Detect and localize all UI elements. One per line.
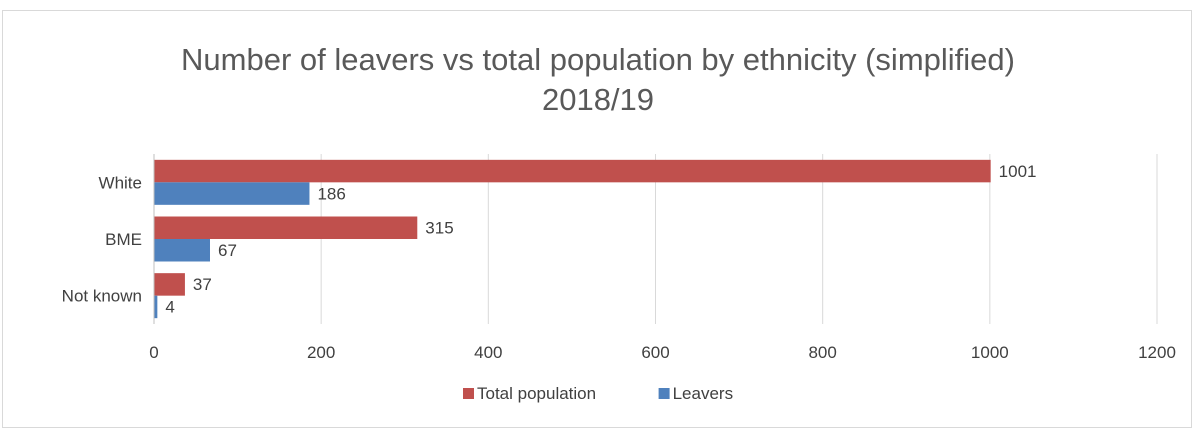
bar-total-population xyxy=(154,273,185,296)
category-label: Not known xyxy=(62,287,142,306)
legend-label: Leavers xyxy=(673,384,733,403)
chart-title-line-2: 2018/19 xyxy=(542,82,654,117)
data-label: 186 xyxy=(317,184,345,203)
axis-group: 0 200 400 600 800 1000 1200 White BME Not known xyxy=(62,154,1176,362)
category-label: BME xyxy=(105,230,142,249)
x-tick-label: 0 xyxy=(149,343,158,362)
data-label: 1001 xyxy=(999,162,1037,181)
legend-swatch xyxy=(658,388,670,399)
chart-title-line-1: Number of leavers vs total population by… xyxy=(181,42,1015,77)
bar-leavers xyxy=(154,295,158,319)
bar-leavers xyxy=(154,239,211,262)
legend: Total population Leavers xyxy=(463,384,733,403)
legend-swatch xyxy=(463,388,474,399)
bar-leavers xyxy=(154,182,310,205)
x-tick-label: 200 xyxy=(307,343,335,362)
data-label: 315 xyxy=(425,219,453,238)
data-label: 67 xyxy=(218,241,237,260)
bars-group: 1001 186 315 67 37 4 xyxy=(154,159,1037,319)
data-label: 37 xyxy=(193,275,212,294)
x-tick-label: 1200 xyxy=(1138,343,1176,362)
x-tick-label: 800 xyxy=(808,343,836,362)
data-label: 4 xyxy=(165,298,174,317)
bar-total-population xyxy=(154,216,418,239)
x-tick-label: 600 xyxy=(641,343,669,362)
x-tick-label: 1000 xyxy=(971,343,1009,362)
x-tick-label: 400 xyxy=(474,343,502,362)
category-label: White xyxy=(99,173,142,192)
bar-total-population xyxy=(154,159,991,183)
legend-label: Total population xyxy=(477,384,596,403)
